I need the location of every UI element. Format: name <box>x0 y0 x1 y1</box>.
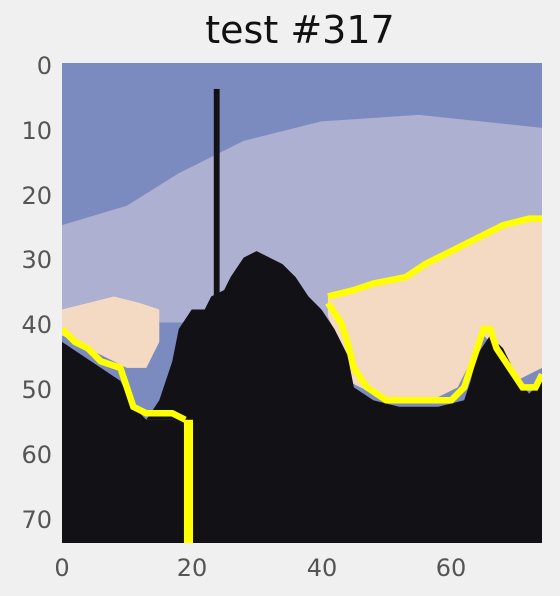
x-tick-label: 20 <box>176 554 208 582</box>
highlight-contour-right <box>327 215 542 300</box>
x-tick-label: 40 <box>306 554 338 582</box>
y-tick-label: 0 <box>36 52 52 80</box>
mountain-silhouette <box>62 341 192 543</box>
y-tick-label: 70 <box>21 506 52 534</box>
mountain-silhouette-main <box>146 251 542 543</box>
x-tick-label: 0 <box>54 554 70 582</box>
y-tick-label: 30 <box>21 246 52 274</box>
peach-region-right <box>327 218 542 401</box>
spire <box>213 88 220 381</box>
y-tick-label: 50 <box>21 376 52 404</box>
chart-title: test #317 <box>205 8 395 52</box>
peach-region-left <box>62 296 160 368</box>
y-tick-label: 10 <box>21 117 52 145</box>
highlight-contour-left <box>62 326 187 423</box>
y-tick-label: 60 <box>21 441 52 469</box>
y-tick-label: 20 <box>21 182 52 210</box>
x-tick-label: 60 <box>435 554 467 582</box>
highlight-contour-lower <box>325 301 542 404</box>
y-tick-label: 40 <box>21 311 52 339</box>
image-plot <box>62 63 542 543</box>
